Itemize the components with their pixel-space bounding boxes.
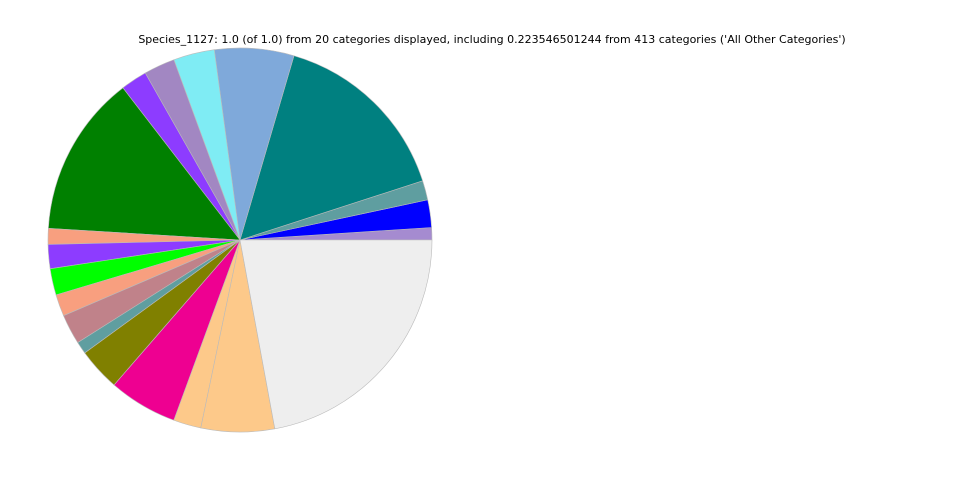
pie-slices <box>47 47 433 433</box>
pie-slice-20 <box>239 239 433 430</box>
pie-slice-4 <box>239 55 424 241</box>
pie-slice-9 <box>48 87 241 241</box>
chart-title: Species_1127: 1.0 (of 1.0) from 20 categ… <box>138 33 845 46</box>
